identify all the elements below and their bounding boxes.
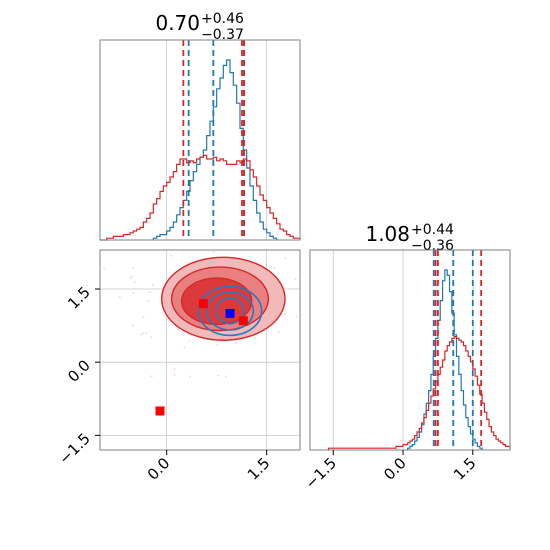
joint-sample-point <box>216 343 219 346</box>
joint-sample-point <box>148 291 151 294</box>
joint-sample-point <box>294 277 297 280</box>
title-plus-param-2: +0.44 <box>411 222 454 238</box>
joint-sample-point <box>254 337 257 339</box>
joint-marker-3 <box>225 308 235 318</box>
joint-sample-point <box>132 291 135 294</box>
joint-blue-contour-0 <box>197 285 263 337</box>
joint-sample-point <box>170 254 173 257</box>
joint-sample-point <box>118 296 121 298</box>
joint-sample-point <box>217 374 220 377</box>
joint-sample-point <box>278 331 280 334</box>
title-minus-param-1: −0.37 <box>201 27 244 43</box>
joint-sample-point <box>177 328 180 331</box>
joint-sample-point <box>273 267 275 269</box>
joint-panel: 0.0 1.5 −1.5 0.0 1.5 <box>55 249 301 484</box>
joint-x-tick-label-1: 1.5 <box>244 454 274 484</box>
joint-sample-point <box>283 313 286 315</box>
joint-sample-point <box>265 263 268 266</box>
top-histogram-series-1 <box>100 154 301 241</box>
title-median-param-1: 0.70 <box>155 11 200 35</box>
joint-blue-contour-2 <box>215 297 245 325</box>
right-x-tick-label-1: 0.0 <box>380 454 410 484</box>
joint-marker-0 <box>155 406 165 416</box>
title-plus-param-1: +0.46 <box>201 11 244 27</box>
joint-sample-point <box>145 332 148 335</box>
joint-y-tick-label-0: −1.5 <box>55 429 93 467</box>
joint-sample-point <box>131 275 134 278</box>
joint-sample-point <box>150 375 153 377</box>
joint-sample-point <box>103 267 106 270</box>
joint-sample-point <box>151 283 154 286</box>
joint-sample-point <box>173 368 176 371</box>
joint-sample-point <box>142 332 144 335</box>
top-histogram-series-0 <box>152 59 278 240</box>
joint-sample-point <box>131 324 134 327</box>
joint-sample-point <box>188 339 191 342</box>
joint-sample-point <box>132 266 134 269</box>
joint-sample-point <box>129 277 132 279</box>
joint-sample-point <box>187 333 190 336</box>
joint-y-tick-label-1: 0.0 <box>64 356 94 386</box>
joint-blue-contour-1 <box>205 291 255 331</box>
marginal-panel-param-1: 0.70 +0.46 −0.37 <box>99 11 301 241</box>
right-x-tick-label-0: −1.5 <box>302 454 340 492</box>
joint-marker-1 <box>198 299 208 309</box>
joint-sample-point <box>183 346 186 349</box>
joint-sample-point <box>142 316 145 319</box>
joint-sample-point <box>150 336 153 339</box>
right-panel-frame <box>309 249 511 451</box>
joint-marker-2 <box>238 316 248 326</box>
joint-sample-point <box>212 250 215 253</box>
top-panel-frame <box>99 39 301 241</box>
joint-sample-point <box>147 299 150 302</box>
joint-sample-point <box>284 257 287 260</box>
joint-sample-point <box>189 375 191 378</box>
title-median-param-2: 1.08 <box>365 222 410 246</box>
joint-sample-point <box>173 374 176 377</box>
joint-y-tick-label-2: 1.5 <box>64 283 94 313</box>
title-minus-param-2: −0.36 <box>411 238 454 254</box>
joint-x-tick-label-0: 0.0 <box>144 454 174 484</box>
right-histogram-series-0 <box>407 269 483 450</box>
joint-sample-point <box>295 315 298 318</box>
joint-sample-point <box>140 333 143 336</box>
marginal-panel-param-2: 1.08 +0.44 −0.36 −1.5 0.0 1.5 <box>302 222 511 493</box>
joint-sample-point <box>133 281 136 284</box>
joint-sample-point <box>234 342 237 345</box>
joint-sample-point <box>225 375 227 378</box>
right-x-tick-label-2: 1.5 <box>450 454 480 484</box>
joint-panel-frame <box>99 249 301 451</box>
